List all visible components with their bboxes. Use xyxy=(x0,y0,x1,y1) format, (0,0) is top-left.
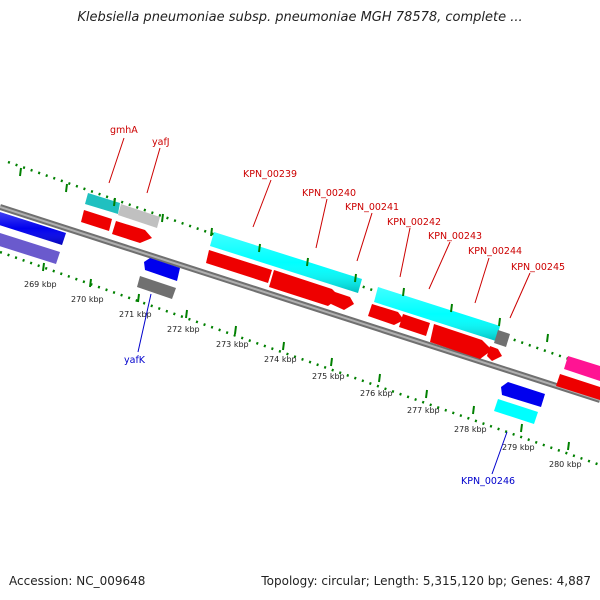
label-yafJ[interactable]: yafJ xyxy=(152,137,170,148)
gene-block-kpn00242-00245[interactable] xyxy=(368,287,510,361)
inner-tick-mark xyxy=(137,293,140,303)
outer-tick-mark xyxy=(210,227,213,237)
outer-tick-mark xyxy=(19,167,22,177)
inner-tick-mark xyxy=(472,405,475,415)
inner-tick-mark xyxy=(330,357,333,367)
label-yafK[interactable]: yafK xyxy=(124,355,146,366)
tick-label: 279 kbp xyxy=(502,443,535,452)
reverse-labels: yafK KPN_00246 xyxy=(124,293,515,487)
tick-label: 280 kbp xyxy=(549,460,582,469)
outer-tick-mark xyxy=(306,257,309,267)
tick-label: 278 kbp xyxy=(454,425,487,434)
tick-label: 270 kbp xyxy=(71,295,104,304)
gene-yafJ[interactable] xyxy=(112,204,160,243)
outer-tick-mark xyxy=(498,317,501,327)
tick-label: 276 kbp xyxy=(360,389,393,398)
scale-ticks: 269 kbp 270 kbp 271 kbp 272 kbp 273 kbp 274 k… xyxy=(19,167,582,469)
inner-tick-mark xyxy=(89,278,92,288)
tick-label: 274 kbp xyxy=(264,355,297,364)
tick-label: 275 kbp xyxy=(312,372,345,381)
outer-tick-mark xyxy=(113,197,116,207)
label-kpn00239[interactable]: KPN_00239 xyxy=(243,169,297,180)
map-title: Klebsiella pneumoniae subsp. pneumoniae … xyxy=(77,10,523,25)
label-kpn00243[interactable]: KPN_00243 xyxy=(428,231,482,242)
tick-label: 269 kbp xyxy=(24,280,57,289)
inner-tick-mark xyxy=(378,373,381,383)
label-kpn00246[interactable]: KPN_00246 xyxy=(461,476,515,487)
inner-tick-mark xyxy=(185,309,188,319)
left-feature-blue xyxy=(0,212,66,245)
tick-label: 272 kbp xyxy=(167,325,200,334)
left-feature-purple xyxy=(0,233,60,264)
outer-tick-mark xyxy=(546,333,549,343)
gene-yafK[interactable] xyxy=(137,258,180,299)
outer-tick-mark xyxy=(258,243,261,253)
tick-label: 277 kbp xyxy=(407,406,440,415)
inner-tick-mark xyxy=(42,262,45,272)
outer-tick-mark xyxy=(65,183,68,193)
right-feature-red xyxy=(556,374,600,400)
tick-label: 273 kbp xyxy=(216,340,249,349)
label-kpn00242[interactable]: KPN_00242 xyxy=(387,217,441,228)
inner-tick-mark xyxy=(425,389,428,399)
accession-text: Accession: NC_009648 xyxy=(9,574,146,588)
inner-tick-mark xyxy=(567,441,570,451)
label-kpn00244[interactable]: KPN_00244 xyxy=(468,246,522,257)
right-feature-magenta xyxy=(564,356,600,381)
genome-summary-text: Topology: circular; Length: 5,315,120 bp… xyxy=(261,574,591,588)
backbone xyxy=(0,204,600,403)
inner-tick-mark xyxy=(520,423,523,433)
outer-tick-mark xyxy=(402,287,405,297)
outer-tick-mark xyxy=(161,213,164,223)
outer-tick-mark xyxy=(354,273,357,283)
gene-gmhA[interactable] xyxy=(81,193,120,231)
gene-block-kpn00239-00241[interactable] xyxy=(206,232,362,310)
label-kpn00240[interactable]: KPN_00240 xyxy=(302,188,356,199)
forward-labels: gmhA yafJ KPN_00239 KPN_00240 KPN_00241 … xyxy=(108,125,565,319)
label-kpn00241[interactable]: KPN_00241 xyxy=(345,202,399,213)
gene-kpn00246[interactable] xyxy=(494,382,545,424)
inner-tick-mark xyxy=(234,325,237,335)
label-kpn00245[interactable]: KPN_00245 xyxy=(511,262,565,273)
inner-tick-mark xyxy=(282,341,285,351)
tick-label: 271 kbp xyxy=(119,310,152,319)
outer-tick-mark xyxy=(450,303,453,313)
label-gmhA[interactable]: gmhA xyxy=(110,125,138,136)
